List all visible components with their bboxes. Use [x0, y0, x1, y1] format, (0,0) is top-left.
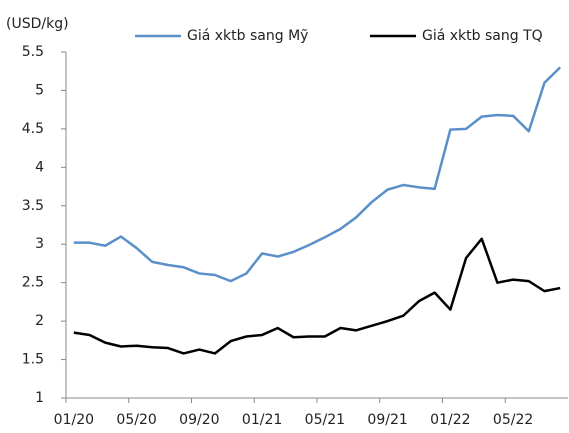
- legend-label: Giá xktb sang TQ: [422, 28, 543, 44]
- y-tick-label: 2.5: [22, 275, 44, 291]
- y-axis-label: (USD/kg): [6, 16, 69, 32]
- y-tick-label: 4: [35, 159, 44, 175]
- x-tick-label: 05/20: [116, 412, 156, 428]
- y-tick-label: 5: [35, 82, 44, 98]
- y-tick-label: 1: [35, 390, 44, 406]
- series-line: [73, 66, 562, 283]
- x-tick-label: 05/21: [305, 412, 345, 428]
- y-tick-label: 3.5: [22, 198, 44, 214]
- x-tick-label: 01/20: [54, 412, 94, 428]
- x-tick-label: 09/21: [367, 412, 407, 428]
- y-tick-label: 2: [35, 313, 44, 329]
- series-line: [73, 237, 561, 355]
- x-tick-label: 09/20: [179, 412, 219, 428]
- x-tick-label: 01/21: [242, 412, 282, 428]
- x-tick-label: 01/22: [430, 412, 470, 428]
- legend-label: Giá xktb sang Mỹ: [187, 28, 308, 44]
- y-tick-label: 5.5: [22, 44, 44, 60]
- y-tick-label: 4.5: [22, 121, 44, 137]
- y-tick-label: 3: [35, 236, 44, 252]
- y-tick-label: 1.5: [22, 352, 44, 368]
- x-tick-label: 05/22: [493, 412, 533, 428]
